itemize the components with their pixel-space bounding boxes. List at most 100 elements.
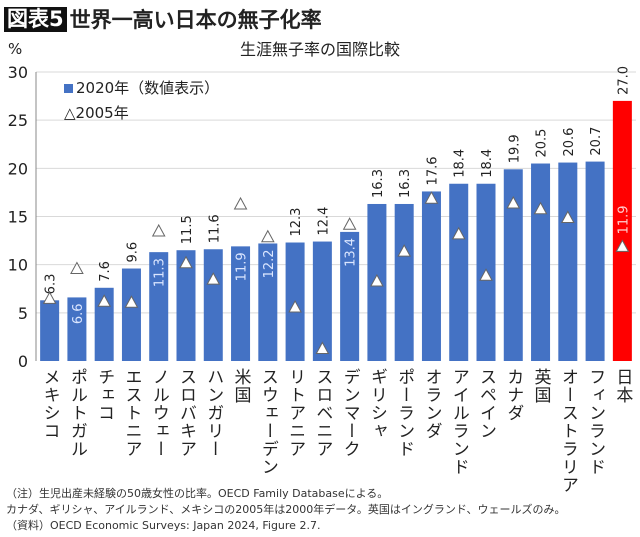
bar-value-label: 12.2 xyxy=(262,249,277,278)
bar-value-label: 19.9 xyxy=(507,134,522,163)
bar-value-label: 6.6 xyxy=(71,303,86,324)
marker-2005-triangle xyxy=(288,300,302,313)
category-label: ノルウェー xyxy=(148,368,169,458)
bar-value-label: 18.4 xyxy=(480,149,495,178)
marker-2005-triangle xyxy=(260,229,275,243)
marker-2005-triangle xyxy=(397,244,412,257)
bar xyxy=(258,243,278,361)
bar-value-label: 20.6 xyxy=(562,128,577,157)
figure-title-text: 世界一高い日本の無子化率 xyxy=(69,8,322,32)
chart-svg: 0 5 10 15 20 25 30 6.3 6.6 7.6 9.6 11.3 11.5 11.6 11.9… xyxy=(8,63,636,370)
category-label: デンマーク xyxy=(339,368,360,458)
bar-value-label: 20.7 xyxy=(589,127,604,156)
category-label: スロバキア xyxy=(176,368,196,458)
category-label: 米国 xyxy=(230,368,251,404)
category-label: オーストラリア xyxy=(557,368,578,494)
y-tick-label: 0 xyxy=(18,352,28,370)
bar xyxy=(449,183,469,361)
category-label: スロベニア xyxy=(312,368,333,458)
bar-value-label: 17.6 xyxy=(425,157,440,186)
category-label: リトアニア xyxy=(285,368,306,458)
marker-2005-triangle xyxy=(479,268,493,281)
marker-2005-triangle xyxy=(533,201,548,215)
marker-2005-triangle xyxy=(615,239,630,252)
marker-2005-triangle xyxy=(424,191,439,204)
marker-2005-triangle xyxy=(179,255,193,269)
category-label: ポルトガル xyxy=(66,368,87,458)
bar xyxy=(203,249,223,361)
bar-value-label: 12.3 xyxy=(289,208,304,237)
footnotes: （注）生児出産未経験の50歳女性の比率。OECD Family Database… xyxy=(6,486,565,534)
category-label: メキシコ xyxy=(39,368,60,440)
legend-item-2005: △2005年 xyxy=(64,104,129,122)
marker-2005-triangle xyxy=(206,272,221,285)
bar xyxy=(394,203,414,361)
bar xyxy=(176,250,196,361)
bar-value-label: 11.6 xyxy=(207,214,222,243)
category-label: チェコ xyxy=(94,368,115,422)
bar xyxy=(40,300,60,361)
category-label: オランダ xyxy=(421,368,442,440)
category-label: ギリシャ xyxy=(366,368,387,440)
bar xyxy=(121,268,141,361)
marker-2005-triangle xyxy=(342,217,357,230)
marker-2005-triangle xyxy=(42,291,57,304)
marker-2005-triangle xyxy=(315,341,330,354)
category-label: スペイン xyxy=(476,368,496,440)
marker-value-label: 11.9 xyxy=(616,205,631,234)
bar-value-label: 16.3 xyxy=(398,169,413,198)
category-label: 日本 xyxy=(612,368,633,404)
bar xyxy=(67,297,87,361)
bar xyxy=(531,163,551,361)
bar-value-label: 11.9 xyxy=(235,252,250,281)
category-label: ハンガリー xyxy=(203,368,224,458)
bar xyxy=(231,246,251,361)
marker-2005-triangle xyxy=(506,195,521,209)
category-label: エストニア xyxy=(121,368,142,458)
bar xyxy=(340,231,360,361)
bar-value-label: 16.3 xyxy=(371,169,386,198)
chart-title: 生涯無子率の国際比較 xyxy=(239,40,400,59)
bar-value-label: 13.4 xyxy=(344,238,359,267)
y-tick-label: 25 xyxy=(8,111,28,130)
bar-value-label: 27.0 xyxy=(616,66,631,95)
marker-2005-triangle xyxy=(370,273,384,287)
marker-2005-triangle xyxy=(233,196,248,210)
bar xyxy=(585,161,605,361)
bar-value-label: 11.3 xyxy=(153,258,168,287)
bar-value-label: 11.5 xyxy=(180,215,195,244)
footnote-note: （注）生児出産未経験の50歳女性の比率。OECD Family Database… xyxy=(6,487,389,500)
y-tick-label: 10 xyxy=(8,256,28,275)
category-label: スウェーデン xyxy=(257,368,278,476)
marker-2005-triangle xyxy=(151,223,166,237)
y-tick-label: 30 xyxy=(8,63,28,82)
bar-value-label: 18.4 xyxy=(453,149,468,178)
y-tick-label: 15 xyxy=(8,208,28,227)
bar-value-label: 12.4 xyxy=(316,207,331,236)
category-label: カナダ xyxy=(503,368,524,422)
y-tick-label: 5 xyxy=(18,304,28,323)
y-tick-label: 20 xyxy=(8,159,28,178)
legend-triangle-icon: △ xyxy=(64,104,76,122)
marker-2005-triangle xyxy=(451,226,466,240)
bar-value-label: 20.5 xyxy=(535,129,550,158)
category-label: フィンランド xyxy=(585,368,606,476)
category-label: 英国 xyxy=(530,368,551,404)
footnote-source: （資料）OECD Economic Surveys: Japan 2024, F… xyxy=(6,519,321,532)
legend-square-icon xyxy=(64,84,73,93)
bar xyxy=(149,252,169,361)
marker-2005-triangle xyxy=(97,294,112,307)
legend: 2020年（数値表示） △2005年 xyxy=(64,76,219,126)
figure-badge: 図表5 xyxy=(4,6,67,32)
bar xyxy=(421,191,441,361)
marker-2005-triangle xyxy=(124,295,139,308)
bar xyxy=(558,162,578,361)
marker-2005-triangle xyxy=(70,261,84,275)
bar-value-label: 9.6 xyxy=(125,242,140,263)
bar xyxy=(612,100,632,362)
figure-title: 図表5 世界一高い日本の無子化率 xyxy=(4,4,322,34)
marker-2005-triangle xyxy=(560,210,575,223)
bar xyxy=(312,241,332,361)
bar xyxy=(503,169,523,361)
bar-value-label: 6.3 xyxy=(44,274,59,295)
